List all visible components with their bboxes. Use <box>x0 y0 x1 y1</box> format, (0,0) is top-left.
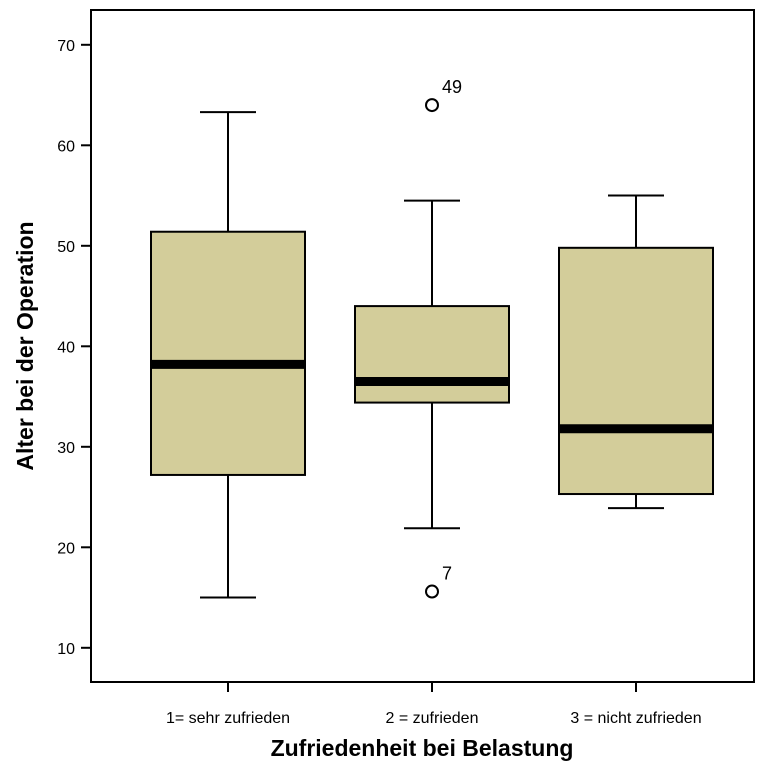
box-group <box>558 194 714 510</box>
outlier-point <box>425 584 439 599</box>
y-tick-label: 40 <box>57 339 75 356</box>
y-tick-label: 10 <box>57 641 75 658</box>
boxes: 49 7 <box>150 77 714 599</box>
box-group <box>150 111 306 599</box>
x-category-label: 2 = zufrieden <box>386 710 479 727</box>
x-category-label: 1= sehr zufrieden <box>166 710 290 727</box>
y-tick-label: 60 <box>57 138 75 155</box>
y-axis: 10 20 30 40 50 60 70 <box>57 38 91 658</box>
x-category-label: 3 = nicht zufrieden <box>570 710 701 727</box>
x-axis: 1= sehr zufrieden 2 = zufrieden 3 = nicht … <box>166 682 702 727</box>
outlier-label: 7 <box>442 564 452 584</box>
y-axis-title: Alter bei der Operation <box>12 221 38 470</box>
y-tick-label: 70 <box>57 38 75 55</box>
outlier-point <box>425 98 439 113</box>
y-tick-label: 20 <box>57 540 75 557</box>
box-iqr <box>354 305 510 404</box>
box-iqr <box>150 230 306 476</box>
box-group: 49 7 <box>354 77 510 599</box>
y-tick-label: 30 <box>57 440 75 457</box>
y-tick-label: 50 <box>57 239 75 256</box>
outlier-label: 49 <box>442 77 462 97</box>
x-axis-title: Zufriedenheit bei Belastung <box>271 735 574 761</box>
box-iqr <box>558 246 714 496</box>
